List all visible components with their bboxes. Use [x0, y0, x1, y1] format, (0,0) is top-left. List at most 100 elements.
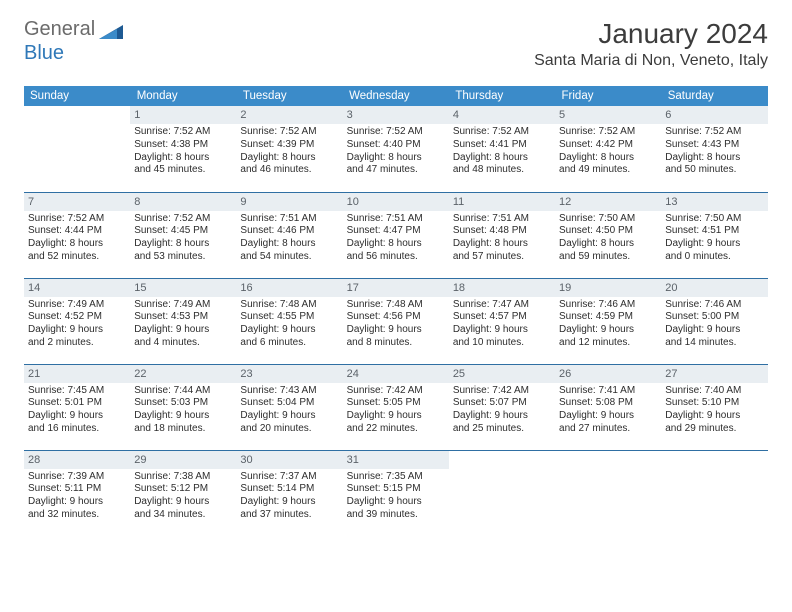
- day-info-line: Daylight: 9 hours: [453, 410, 551, 423]
- day-info-line: and 14 minutes.: [665, 337, 763, 350]
- calendar-day-cell: 17Sunrise: 7:48 AMSunset: 4:56 PMDayligh…: [343, 278, 449, 364]
- day-info-line: and 12 minutes.: [559, 337, 657, 350]
- day-info-line: and 56 minutes.: [347, 251, 445, 264]
- weekday-header: Wednesday: [343, 86, 449, 106]
- day-info-line: Daylight: 9 hours: [240, 324, 338, 337]
- day-info-line: Sunrise: 7:52 AM: [28, 213, 126, 226]
- day-info-line: Sunrise: 7:40 AM: [665, 385, 763, 398]
- day-info-line: Sunset: 4:48 PM: [453, 225, 551, 238]
- day-info-line: Daylight: 8 hours: [240, 152, 338, 165]
- day-number: 28: [24, 451, 130, 469]
- day-info-line: Daylight: 9 hours: [134, 324, 232, 337]
- day-info-line: Sunrise: 7:41 AM: [559, 385, 657, 398]
- day-info-line: Sunrise: 7:48 AM: [240, 299, 338, 312]
- calendar-day-cell: 19Sunrise: 7:46 AMSunset: 4:59 PMDayligh…: [555, 278, 661, 364]
- day-info-line: Daylight: 8 hours: [559, 238, 657, 251]
- day-number: 23: [236, 365, 342, 383]
- day-number: 12: [555, 193, 661, 211]
- day-info-line: Sunset: 5:15 PM: [347, 483, 445, 496]
- calendar-week-row: 21Sunrise: 7:45 AMSunset: 5:01 PMDayligh…: [24, 364, 768, 450]
- title-block: January 2024 Santa Maria di Non, Veneto,…: [534, 18, 768, 70]
- day-info-line: and 45 minutes.: [134, 164, 232, 177]
- day-info-line: and 29 minutes.: [665, 423, 763, 436]
- day-info-line: and 53 minutes.: [134, 251, 232, 264]
- brand-part1: General: [24, 18, 95, 41]
- calendar-day-cell: 1Sunrise: 7:52 AMSunset: 4:38 PMDaylight…: [130, 106, 236, 192]
- day-info-line: Daylight: 9 hours: [347, 496, 445, 509]
- day-number: 25: [449, 365, 555, 383]
- page-header: General January 2024 Santa Maria di Non,…: [0, 0, 792, 78]
- calendar-day-cell: 10Sunrise: 7:51 AMSunset: 4:47 PMDayligh…: [343, 192, 449, 278]
- day-info-line: Sunset: 4:40 PM: [347, 139, 445, 152]
- calendar-day-cell: 4Sunrise: 7:52 AMSunset: 4:41 PMDaylight…: [449, 106, 555, 192]
- day-info-line: Sunset: 5:11 PM: [28, 483, 126, 496]
- day-info-line: Sunrise: 7:48 AM: [347, 299, 445, 312]
- day-number: 30: [236, 451, 342, 469]
- day-number: 4: [449, 106, 555, 124]
- day-info-line: Daylight: 8 hours: [134, 238, 232, 251]
- day-info-line: Sunset: 4:53 PM: [134, 311, 232, 324]
- day-info-line: and 16 minutes.: [28, 423, 126, 436]
- day-info-line: and 4 minutes.: [134, 337, 232, 350]
- day-info-line: Daylight: 9 hours: [347, 324, 445, 337]
- day-info-line: Daylight: 8 hours: [240, 238, 338, 251]
- calendar-day-cell: [24, 106, 130, 192]
- day-info-line: Sunrise: 7:46 AM: [559, 299, 657, 312]
- day-info-line: Daylight: 9 hours: [665, 238, 763, 251]
- day-info-line: Sunset: 4:51 PM: [665, 225, 763, 238]
- day-info-line: Sunset: 4:50 PM: [559, 225, 657, 238]
- day-info-line: Sunset: 4:57 PM: [453, 311, 551, 324]
- calendar-day-cell: 2Sunrise: 7:52 AMSunset: 4:39 PMDaylight…: [236, 106, 342, 192]
- day-info-line: and 18 minutes.: [134, 423, 232, 436]
- calendar-day-cell: 27Sunrise: 7:40 AMSunset: 5:10 PMDayligh…: [661, 364, 767, 450]
- day-info-line: Sunrise: 7:45 AM: [28, 385, 126, 398]
- day-info-line: Sunrise: 7:52 AM: [453, 126, 551, 139]
- day-number: 22: [130, 365, 236, 383]
- day-info-line: and 22 minutes.: [347, 423, 445, 436]
- day-info-line: Daylight: 9 hours: [559, 324, 657, 337]
- day-number: 5: [555, 106, 661, 124]
- day-info-line: Daylight: 9 hours: [134, 410, 232, 423]
- day-info-line: Sunset: 4:43 PM: [665, 139, 763, 152]
- day-info-line: Daylight: 8 hours: [347, 152, 445, 165]
- day-info-line: Sunset: 5:10 PM: [665, 397, 763, 410]
- day-info-line: Sunrise: 7:50 AM: [665, 213, 763, 226]
- day-info-line: Daylight: 9 hours: [240, 410, 338, 423]
- weekday-header: Sunday: [24, 86, 130, 106]
- weekday-header: Friday: [555, 86, 661, 106]
- day-number: 3: [343, 106, 449, 124]
- day-info-line: Sunset: 5:05 PM: [347, 397, 445, 410]
- calendar-day-cell: 30Sunrise: 7:37 AMSunset: 5:14 PMDayligh…: [236, 450, 342, 536]
- day-number: 21: [24, 365, 130, 383]
- day-info-line: Sunset: 5:07 PM: [453, 397, 551, 410]
- calendar-day-cell: 28Sunrise: 7:39 AMSunset: 5:11 PMDayligh…: [24, 450, 130, 536]
- calendar-day-cell: 21Sunrise: 7:45 AMSunset: 5:01 PMDayligh…: [24, 364, 130, 450]
- calendar-day-cell: 14Sunrise: 7:49 AMSunset: 4:52 PMDayligh…: [24, 278, 130, 364]
- day-info-line: Sunset: 4:46 PM: [240, 225, 338, 238]
- day-number: 7: [24, 193, 130, 211]
- day-number: 18: [449, 279, 555, 297]
- day-info-line: Sunset: 5:03 PM: [134, 397, 232, 410]
- day-number: 17: [343, 279, 449, 297]
- day-info-line: Daylight: 8 hours: [134, 152, 232, 165]
- day-info-line: Sunset: 4:47 PM: [347, 225, 445, 238]
- calendar-day-cell: 15Sunrise: 7:49 AMSunset: 4:53 PMDayligh…: [130, 278, 236, 364]
- day-info-line: Sunrise: 7:46 AM: [665, 299, 763, 312]
- day-number: 6: [661, 106, 767, 124]
- day-info-line: and 34 minutes.: [134, 509, 232, 522]
- calendar-day-cell: 20Sunrise: 7:46 AMSunset: 5:00 PMDayligh…: [661, 278, 767, 364]
- day-info-line: Sunset: 4:39 PM: [240, 139, 338, 152]
- day-info-line: Sunset: 4:59 PM: [559, 311, 657, 324]
- day-info-line: Daylight: 8 hours: [453, 152, 551, 165]
- day-number: 14: [24, 279, 130, 297]
- day-info-line: Sunset: 4:44 PM: [28, 225, 126, 238]
- calendar-day-cell: 16Sunrise: 7:48 AMSunset: 4:55 PMDayligh…: [236, 278, 342, 364]
- day-number: 29: [130, 451, 236, 469]
- day-info-line: Sunrise: 7:49 AM: [134, 299, 232, 312]
- day-info-line: and 49 minutes.: [559, 164, 657, 177]
- calendar-table: SundayMondayTuesdayWednesdayThursdayFrid…: [24, 86, 768, 536]
- day-info-line: Daylight: 9 hours: [28, 324, 126, 337]
- day-info-line: and 6 minutes.: [240, 337, 338, 350]
- day-info-line: Sunset: 4:38 PM: [134, 139, 232, 152]
- calendar-week-row: 1Sunrise: 7:52 AMSunset: 4:38 PMDaylight…: [24, 106, 768, 192]
